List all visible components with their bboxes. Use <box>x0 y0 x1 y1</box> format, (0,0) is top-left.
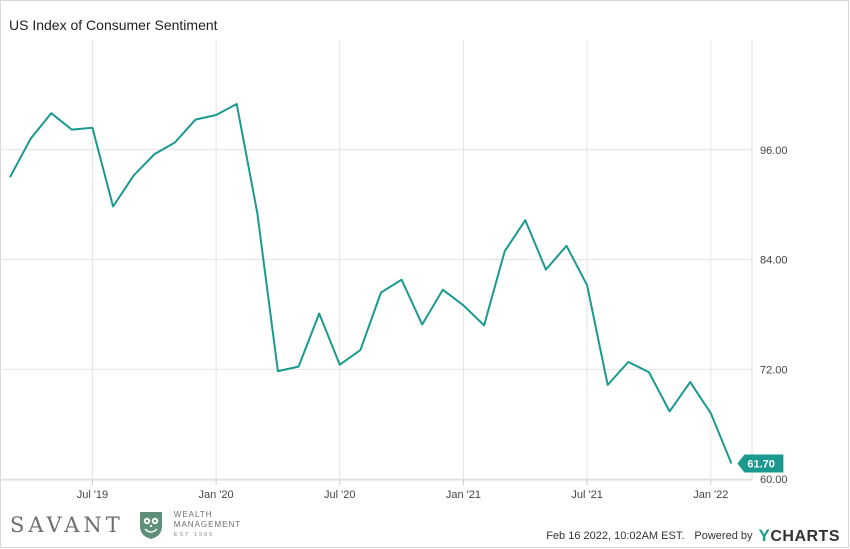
ycharts-y: Y <box>758 526 771 545</box>
x-tick-label: Jan '20 <box>199 489 234 501</box>
logo-line-management: MANAGEMENT <box>173 520 242 529</box>
y-tick-label: 60.00 <box>760 474 788 486</box>
series-group <box>9 103 733 464</box>
y-axis-tick-labels: 60.00 72.00 84.00 96.00 <box>760 145 788 486</box>
x-tick-label: Jan '21 <box>446 489 481 501</box>
savant-wordmark: SAVANT <box>10 513 124 537</box>
savant-logo: SAVANT WEALTH MANAGEMENT EST 1986 <box>10 508 241 542</box>
owl-crest-icon <box>139 512 162 539</box>
x-tick-label: Jul '19 <box>77 489 108 501</box>
wealth-management-text: WEALTH MANAGEMENT EST 1986 <box>174 510 241 540</box>
y-tick-label: 84.00 <box>760 255 788 267</box>
logo-est: EST 1986 <box>173 532 215 538</box>
attribution: Feb 16 2022, 10:02AM EST. Powered by YCH… <box>546 526 840 546</box>
last-value-flag: 61.70 <box>737 454 784 473</box>
grid-lines <box>0 40 753 485</box>
y-tick-label: 96.00 <box>760 145 788 157</box>
x-axis-tick-labels: Jul '19 Jan '20 Jul '20 Jan '21 Jul '21 Jan '… <box>77 489 729 501</box>
ycharts-logo[interactable]: YCHARTS <box>758 526 840 546</box>
timestamp: Feb 16 2022, 10:02AM EST. <box>546 530 685 542</box>
x-tick-label: Jul '21 <box>571 489 602 501</box>
powered-by-label: Powered by <box>694 530 753 542</box>
ycharts-rest: CHARTS <box>770 528 840 545</box>
y-tick-label: 72.00 <box>760 364 788 376</box>
x-tick-label: Jul '20 <box>324 489 355 501</box>
last-value-text: 61.70 <box>747 459 775 471</box>
chart-title: US Index of Consumer Sentiment <box>9 17 218 33</box>
series-line <box>9 103 733 464</box>
last-value-badge <box>737 454 784 473</box>
x-tick-label: Jan '22 <box>693 489 728 501</box>
logo-line-wealth: WEALTH <box>173 510 213 519</box>
